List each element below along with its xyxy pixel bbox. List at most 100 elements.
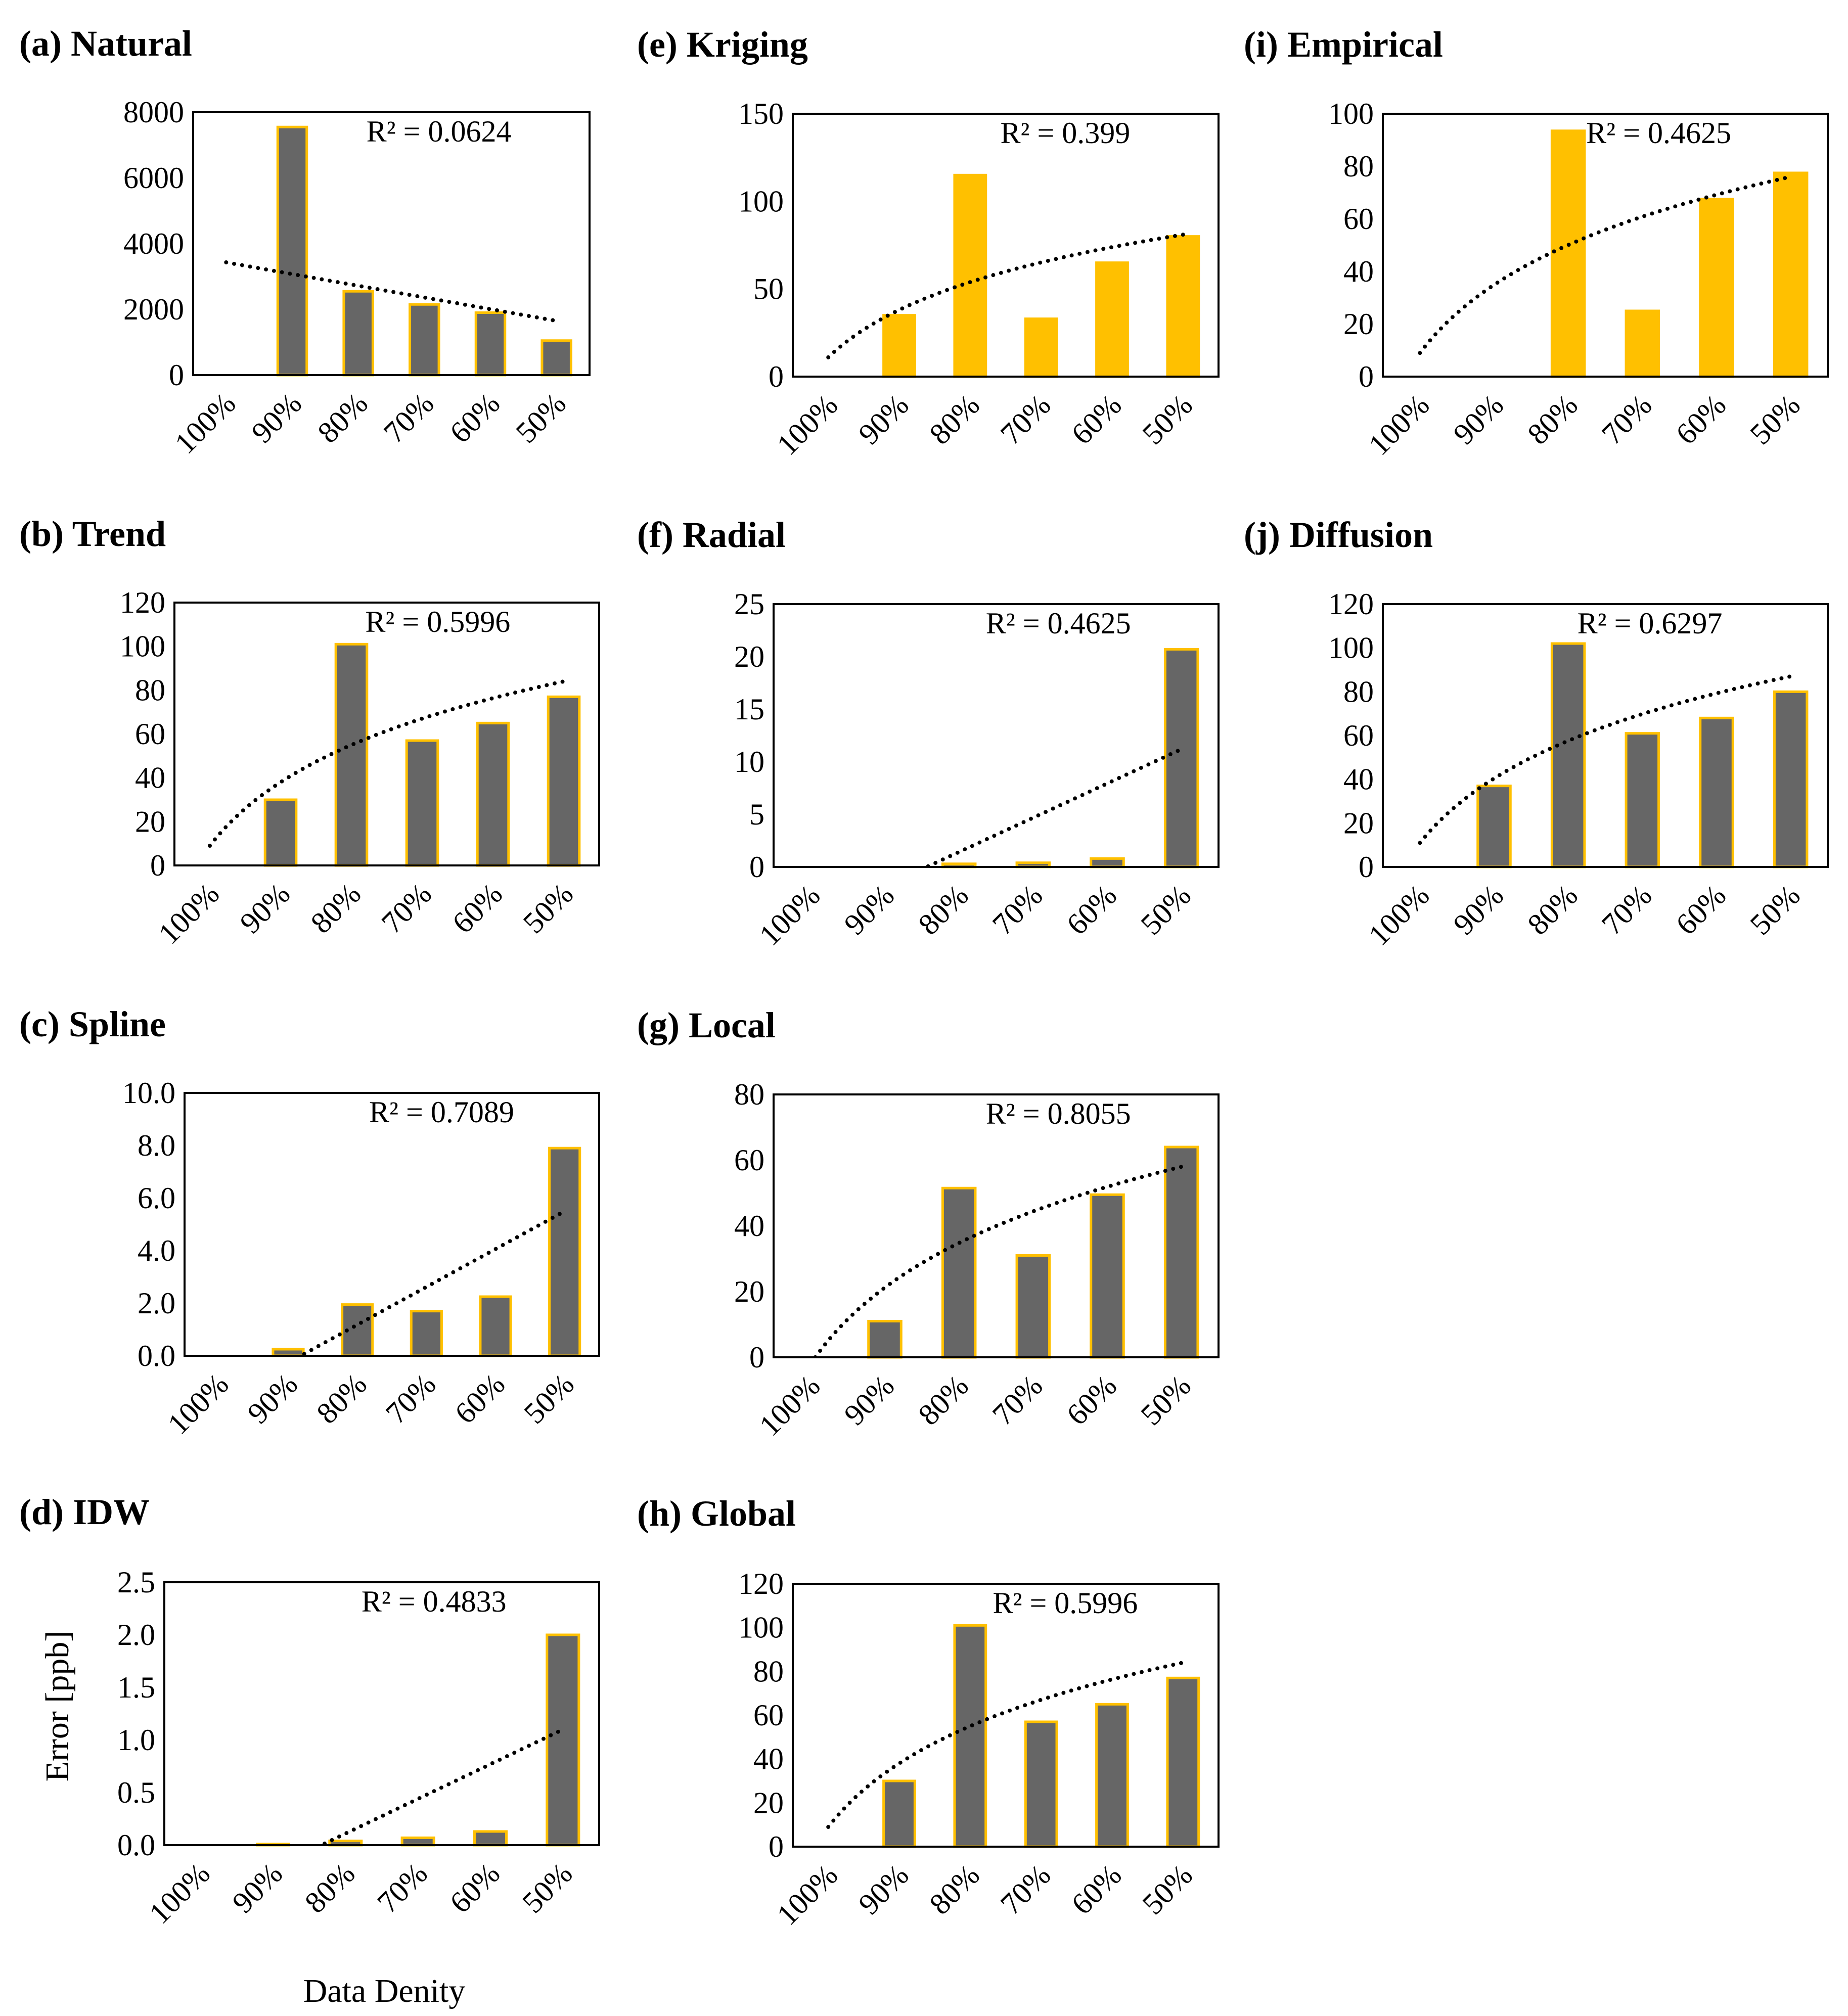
panel-title: (c) Spline [19,1004,166,1044]
y-tick-label: 50 [753,272,784,306]
y-tick-label: 8000 [123,96,184,129]
plot-frame [792,113,1220,378]
y-tick-label: 0 [749,1341,764,1374]
y-tick-label: 0 [1359,360,1374,393]
bar [263,798,298,867]
y-tick-label: 1.5 [117,1671,155,1704]
x-tick-label: 60% [443,387,506,449]
x-tick-label: 90% [1447,388,1510,451]
y-tick-label: 40 [135,761,165,795]
x-tick-label: 90% [1447,879,1510,941]
chart-panel-i: (i) Empirical 0 20 40 60 80 100 R² = 0.4625 100%… [1244,24,1829,462]
panel-title: (g) Local [637,1005,776,1045]
y-tick-label: 2.0 [117,1618,155,1652]
chart-panel-e: (e) Kriging 0 50 100 150 R² = 0.399 100% 90% 80%… [637,24,1220,462]
x-tick-label: 100% [161,1367,235,1441]
bar [1773,171,1809,378]
x-tick-label: 70% [379,1367,442,1430]
r-squared-label: R² = 0.4833 [362,1585,507,1618]
y-tick-label: 20 [734,1275,764,1308]
panel-title: (i) Empirical [1244,24,1443,65]
x-tick-label: 50% [1136,388,1199,451]
y-tick-label: 0.0 [138,1339,175,1372]
bar [1024,1720,1058,1848]
panel-title: (f) Radial [637,515,786,555]
bar [400,1836,435,1847]
y-tick-label: 0.5 [117,1776,155,1809]
bar [1625,732,1660,868]
x-tick-label: 70% [1595,388,1658,451]
y-tick-label: 40 [753,1743,784,1776]
bar [548,1147,581,1357]
trendline [1418,174,1793,355]
bar [953,173,987,378]
x-tick-label: 60% [446,877,509,940]
panel-title: (h) Global [637,1493,796,1534]
y-tick-label: 2000 [123,293,184,326]
x-tick-label: 90% [852,1858,915,1921]
y-tick-label: 20 [1343,806,1374,840]
y-tick-label: 15 [734,693,764,726]
bar [882,1779,916,1848]
y-tick-label: 8.0 [138,1129,175,1162]
y-tick-label: 10.0 [122,1076,175,1110]
bar [479,1295,512,1357]
x-tick-label: 50% [517,877,579,940]
x-tick-label: 60% [1060,1369,1123,1432]
x-tick-label: 50% [1136,1858,1199,1921]
bar [547,695,581,867]
bar [1550,129,1586,378]
trendline [296,1209,567,1356]
x-tick-label: 80% [1521,879,1584,941]
y-tick-label: 4.0 [138,1234,175,1267]
x-tick-label: 100% [152,877,226,951]
bar [1090,1193,1125,1359]
trendline [224,260,559,323]
x-tick-label: 50% [1134,1369,1197,1432]
bar [1015,1254,1051,1359]
chart-panel-h: (h) Global 0 20 40 60 80 100 120 R² = 0.5996 100%… [637,1493,1220,1932]
x-tick-label: 60% [1060,879,1123,941]
x-tick-label: 90% [838,1369,900,1432]
x-tick-label: 50% [516,1857,578,1919]
y-tick-label: 0 [769,1830,784,1863]
x-tick-label: 90% [838,879,900,941]
x-tick-label: 100% [143,1857,216,1931]
bar [1699,198,1734,378]
y-tick-label: 6000 [123,161,184,195]
trendline [1418,674,1793,845]
trendline [813,1165,1184,1357]
y-tick-label: 0.0 [117,1828,155,1862]
y-tick-label: 120 [738,1567,784,1600]
r-squared-label: R² = 0.5996 [993,1586,1138,1620]
x-tick-label: 60% [1065,1858,1128,1921]
x-tick-label: 60% [1065,388,1128,451]
x-tick-label: 90% [852,388,915,451]
bar [1699,716,1734,868]
bar [1095,1703,1129,1848]
y-tick-label: 80 [135,673,165,707]
r-squared-label: R² = 0.5996 [365,605,510,638]
bar [410,1310,443,1357]
y-tick-label: 120 [120,586,165,619]
y-tick-label: 20 [753,1786,784,1819]
plot-frame [792,1583,1220,1848]
y-tick-label: 150 [738,97,784,130]
chart-panel-c: (c) Spline 0.0 2.0 4.0 6.0 8.0 10.0 R² = 0.7089… [19,1004,600,1441]
r-squared-label: R² = 0.4625 [986,607,1131,640]
bar [473,1830,508,1847]
x-tick-label: 80% [912,1369,974,1432]
x-tick-label: 100% [168,387,242,461]
bar [953,1624,987,1848]
bar [546,1633,580,1847]
chart-panel-a: (a) Natural 0 2000 4000 6000 8000 R² = 0.0624 1… [19,23,591,461]
bar [1550,642,1586,868]
bar [405,739,439,867]
y-tick-label: 2.0 [138,1287,175,1320]
trendline [922,747,1184,867]
bar [342,290,374,377]
y-tick-label: 0 [169,358,184,392]
plot-frame [1382,113,1829,378]
bar [476,721,510,867]
bar [474,311,507,377]
